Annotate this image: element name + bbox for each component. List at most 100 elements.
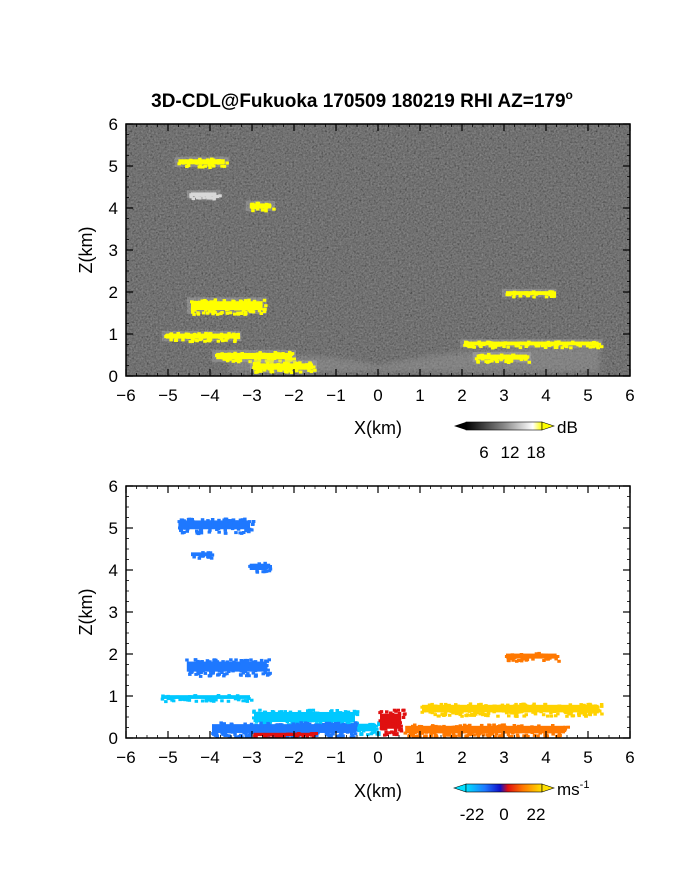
echo-pixel [463, 343, 467, 347]
echo-pixel [187, 335, 192, 339]
echo-pixel [546, 714, 550, 718]
echo-pixel [339, 727, 343, 731]
echo-pixel [434, 708, 438, 712]
echo-pixel [221, 731, 226, 735]
echo-pixel [569, 711, 573, 715]
echo-pixel [252, 716, 256, 720]
velocity-axis-ticks: −6 −5 −4 −3 −2 −1 0 1 2 3 4 5 6 0 1 2 3 4 5 6 [109, 477, 635, 767]
echo-pixel [164, 335, 168, 339]
echo-pixel [216, 161, 221, 165]
y-tick-label: 2 [109, 283, 118, 302]
echo-pixel [211, 666, 215, 669]
echo-pixel [211, 662, 215, 666]
echo-pixel [174, 338, 179, 342]
echo-pixel [192, 300, 197, 304]
echo-pixel [189, 193, 193, 197]
echo-pixel [528, 292, 532, 296]
echo-pixel [382, 723, 386, 727]
echo-pixel [447, 713, 452, 717]
echo-pixel [549, 343, 554, 347]
echo-pixel [424, 706, 429, 710]
echo-pixel [336, 734, 340, 738]
echo-pixel [453, 729, 458, 733]
echo-pixel [188, 672, 192, 676]
echo-pixel [259, 312, 263, 315]
colorbar-unit: ms-1 [557, 779, 589, 799]
echo-pixel [427, 707, 431, 711]
echo-pixel [210, 697, 215, 701]
colorbar-gradient [465, 421, 543, 431]
echo-pixel [333, 727, 337, 731]
echo-pixel [234, 531, 238, 535]
echo-pixel [244, 662, 248, 666]
echo-pixel [332, 722, 336, 726]
echo-pixel [331, 714, 335, 718]
echo-pixel [544, 727, 548, 731]
echo-pixel [208, 555, 212, 558]
echo-pixel [305, 730, 309, 734]
echo-pixel [377, 733, 381, 736]
echo-pixel [235, 520, 239, 524]
echo-pixel [217, 669, 222, 673]
echo-pixel [212, 660, 216, 664]
echo-pixel [248, 664, 253, 668]
echo-pixel [488, 707, 492, 711]
echo-pixel [206, 196, 210, 200]
echo-pixel [509, 705, 514, 709]
echo-pixel [249, 722, 254, 726]
echo-pixel [233, 732, 237, 736]
echo-pixel [388, 731, 392, 735]
echo-pixel [583, 711, 587, 715]
echo-pixel [572, 705, 576, 709]
echo-pixel [553, 726, 557, 730]
echo-pixel [263, 671, 267, 675]
echo-pixel [255, 352, 260, 356]
echo-pixel [231, 356, 235, 360]
echo-pixel [217, 695, 222, 699]
echo-pixel [544, 295, 549, 299]
echo-pixel [551, 732, 555, 736]
echo-pixel [401, 716, 406, 719]
velocity-echo-region [248, 561, 273, 574]
echo-pixel [252, 299, 257, 303]
echo-pixel [420, 726, 424, 730]
echo-pixel [258, 717, 262, 721]
echo-pixel [185, 520, 190, 524]
echo-pixel [313, 726, 318, 729]
echo-pixel [244, 529, 248, 532]
echo-pixel [233, 302, 238, 306]
echo-pixel [443, 713, 447, 717]
echo-pixel [169, 333, 173, 336]
echo-pixel [506, 361, 511, 364]
echo-pixel [266, 672, 270, 676]
velocity-xaxis-label: X(km) [354, 781, 402, 801]
echo-pixel [234, 658, 238, 662]
echo-pixel [263, 307, 267, 311]
echo-pixel [506, 706, 510, 709]
x-tick-label: 5 [583, 748, 592, 767]
echo-pixel [578, 709, 583, 713]
echo-pixel [246, 672, 250, 676]
echo-pixel [270, 367, 275, 371]
echo-pixel [274, 713, 279, 717]
echo-pixel [523, 704, 528, 708]
echo-pixel [591, 345, 596, 349]
echo-pixel [233, 521, 237, 525]
echo-pixel [285, 732, 290, 736]
echo-pixel [203, 695, 207, 699]
colorbar-right-arrow [541, 783, 555, 793]
echo-pixel [379, 710, 384, 714]
echo-pixel [185, 165, 189, 168]
echo-pixel [225, 672, 229, 676]
echo-pixel [233, 312, 237, 316]
echo-pixel [231, 669, 235, 673]
x-tick-label: −4 [200, 748, 219, 767]
echo-pixel [211, 159, 216, 163]
echo-pixel [268, 204, 272, 208]
echo-pixel [251, 356, 255, 359]
echo-pixel [432, 725, 436, 729]
echo-pixel [247, 735, 252, 738]
echo-pixel [247, 697, 251, 700]
echo-pixel [383, 727, 388, 731]
